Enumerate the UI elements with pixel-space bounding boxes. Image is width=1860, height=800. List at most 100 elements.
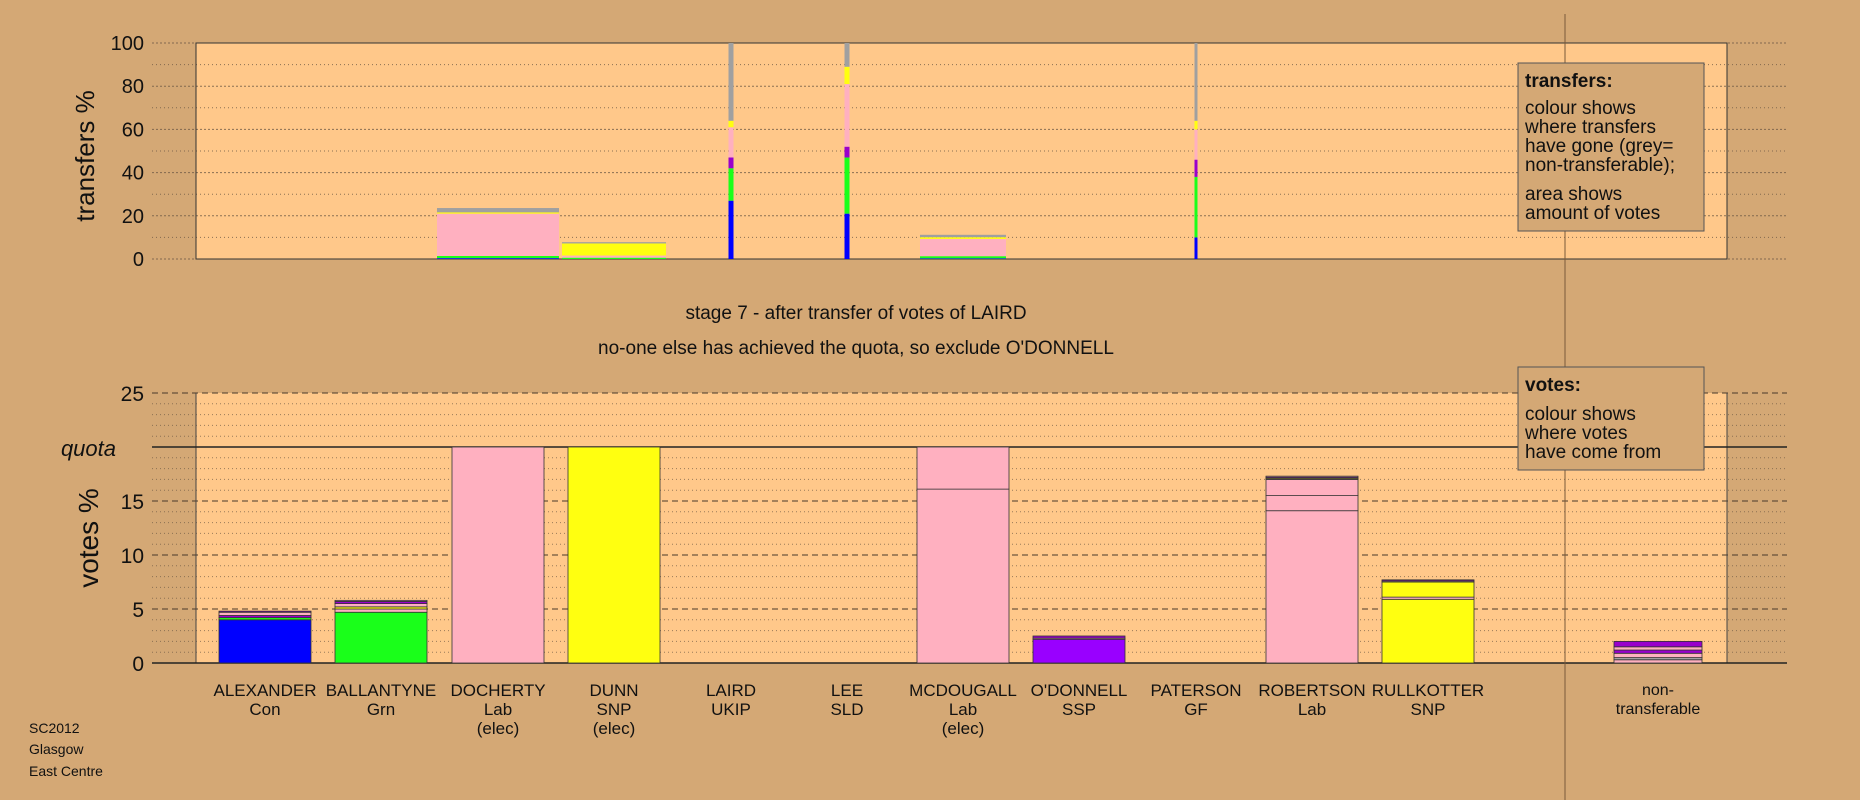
transfer-segment: [1194, 129, 1198, 160]
stage-title: stage 7 - after transfer of votes of LAI…: [685, 303, 1026, 324]
transfer-segment: [844, 213, 850, 259]
transfer-segment: [844, 146, 850, 158]
transfer-segment: [920, 258, 1006, 259]
transfer-segment: [1194, 120, 1198, 130]
vote-segment: [218, 611, 312, 616]
transfer-segment: [562, 242, 666, 244]
vote-segment: [1381, 581, 1475, 598]
votes-axis-label: votes %: [73, 488, 104, 588]
legend-transfers-title: transfers:: [1525, 71, 1613, 92]
footer-line: Glasgow: [29, 741, 84, 757]
vote-segment: [1381, 598, 1475, 664]
transfers-tick-label: 20: [122, 206, 144, 228]
votes-tick-label: 15: [121, 491, 144, 514]
legend-votes-line: colour shows: [1525, 404, 1636, 425]
vote-segment: [334, 608, 428, 613]
vote-segment: [1613, 649, 1703, 654]
transfers-axis-label: transfers %: [70, 90, 100, 222]
legend-votes-line: have come from: [1525, 442, 1661, 463]
vote-segment: [1032, 638, 1126, 664]
transfer-segment: [920, 234, 1006, 238]
candidate-name-label: MCDOUGALL: [909, 681, 1017, 700]
transfer-segment: [844, 84, 850, 147]
vote-segment: [1265, 475, 1359, 478]
vote-segment: [218, 610, 312, 613]
transfer-segment: [1194, 159, 1198, 177]
legend-votes-title: votes:: [1525, 375, 1581, 396]
candidate-name-label: LEE: [831, 681, 863, 700]
votes-tick-label: 0: [132, 653, 144, 676]
votes-tick-label: 5: [132, 599, 144, 622]
candidate-name-label: DUNN: [589, 681, 638, 700]
legend-transfers-line: where transfers: [1524, 117, 1656, 138]
legend-transfers-line: amount of votes: [1525, 203, 1660, 224]
vote-segment: [567, 446, 661, 664]
candidate-name-label: O'DONNELL: [1031, 681, 1128, 700]
candidate-name-label: BALLANTYNE: [326, 681, 437, 700]
votes-tick-label: 25: [121, 383, 144, 406]
transfer-segment: [844, 157, 850, 214]
vote-segment: [1265, 478, 1359, 496]
nontransferable-label: transferable: [1616, 701, 1701, 718]
candidate-party-label: UKIP: [711, 700, 751, 719]
candidate-party-label: Grn: [367, 700, 395, 719]
legend-transfers-line: non-transferable);: [1525, 155, 1675, 176]
vote-segment: [1613, 646, 1703, 651]
candidate-elected-label: (elec): [477, 719, 520, 738]
vote-segment: [916, 446, 1010, 490]
vote-segment: [1613, 659, 1703, 664]
vote-segment: [334, 611, 428, 664]
transfer-segment: [562, 257, 666, 259]
footer-line: East Centre: [29, 763, 103, 779]
candidate-name-label: ALEXANDER: [214, 681, 317, 700]
votes-legend: votes: colour shows where votes have com…: [1517, 366, 1705, 471]
transfer-segment: [1194, 237, 1198, 259]
transfer-segment: [437, 255, 559, 259]
vote-segment: [334, 599, 428, 602]
transfer-segment: [437, 258, 559, 259]
transfers-legend: transfers: colour shows where transfers …: [1517, 62, 1705, 232]
candidate-party-label: SNP: [597, 700, 632, 719]
transfer-segment: [562, 255, 666, 258]
candidate-name-label: ROBERTSON: [1258, 681, 1365, 700]
candidate-party-label: Lab: [484, 700, 512, 719]
candidate-party-label: GF: [1184, 700, 1208, 719]
nontransferable-label: non-: [1642, 682, 1674, 699]
transfer-segment: [437, 213, 559, 256]
candidate-party-label: SNP: [1411, 700, 1446, 719]
transfer-segment: [1194, 176, 1198, 238]
transfer-segment: [437, 212, 559, 214]
candidate-party-label: Lab: [949, 700, 977, 719]
transfers-plot-area: [196, 43, 1727, 259]
transfer-segment: [728, 168, 734, 201]
vote-segment: [1381, 579, 1475, 582]
quota-label: quota: [61, 436, 116, 461]
transfer-segment: [844, 66, 850, 85]
transfers-chart: 0 20 40 60 80 100: [111, 33, 1787, 271]
transfer-segment: [728, 127, 734, 158]
transfer-segment: [844, 43, 850, 67]
transfer-segment: [728, 157, 734, 169]
footer-line: SC2012: [29, 720, 80, 736]
legend-transfers-line: colour shows: [1525, 98, 1636, 119]
candidate-name-label: RULLKOTTER: [1372, 681, 1484, 700]
transfer-segment: [437, 208, 559, 213]
candidate-name-label: LAIRD: [706, 681, 756, 700]
transfers-tick-label: 80: [122, 76, 144, 98]
vote-segment: [334, 603, 428, 608]
transfer-segment: [1194, 43, 1198, 121]
vote-segment: [1032, 635, 1126, 639]
candidate-name-label: PATERSON: [1151, 681, 1242, 700]
candidate-party-label: Con: [249, 700, 280, 719]
transfer-segment: [920, 238, 1006, 257]
candidate-elected-label: (elec): [942, 719, 985, 738]
transfers-tick-label: 60: [122, 119, 144, 141]
transfer-segment: [920, 256, 1006, 259]
transfer-segment: [728, 200, 734, 259]
stage-subtitle: no-one else has achieved the quota, so e…: [598, 338, 1114, 359]
vote-segment: [1613, 652, 1703, 659]
legend-votes-line: where votes: [1524, 423, 1627, 444]
candidate-elected-label: (elec): [593, 719, 636, 738]
